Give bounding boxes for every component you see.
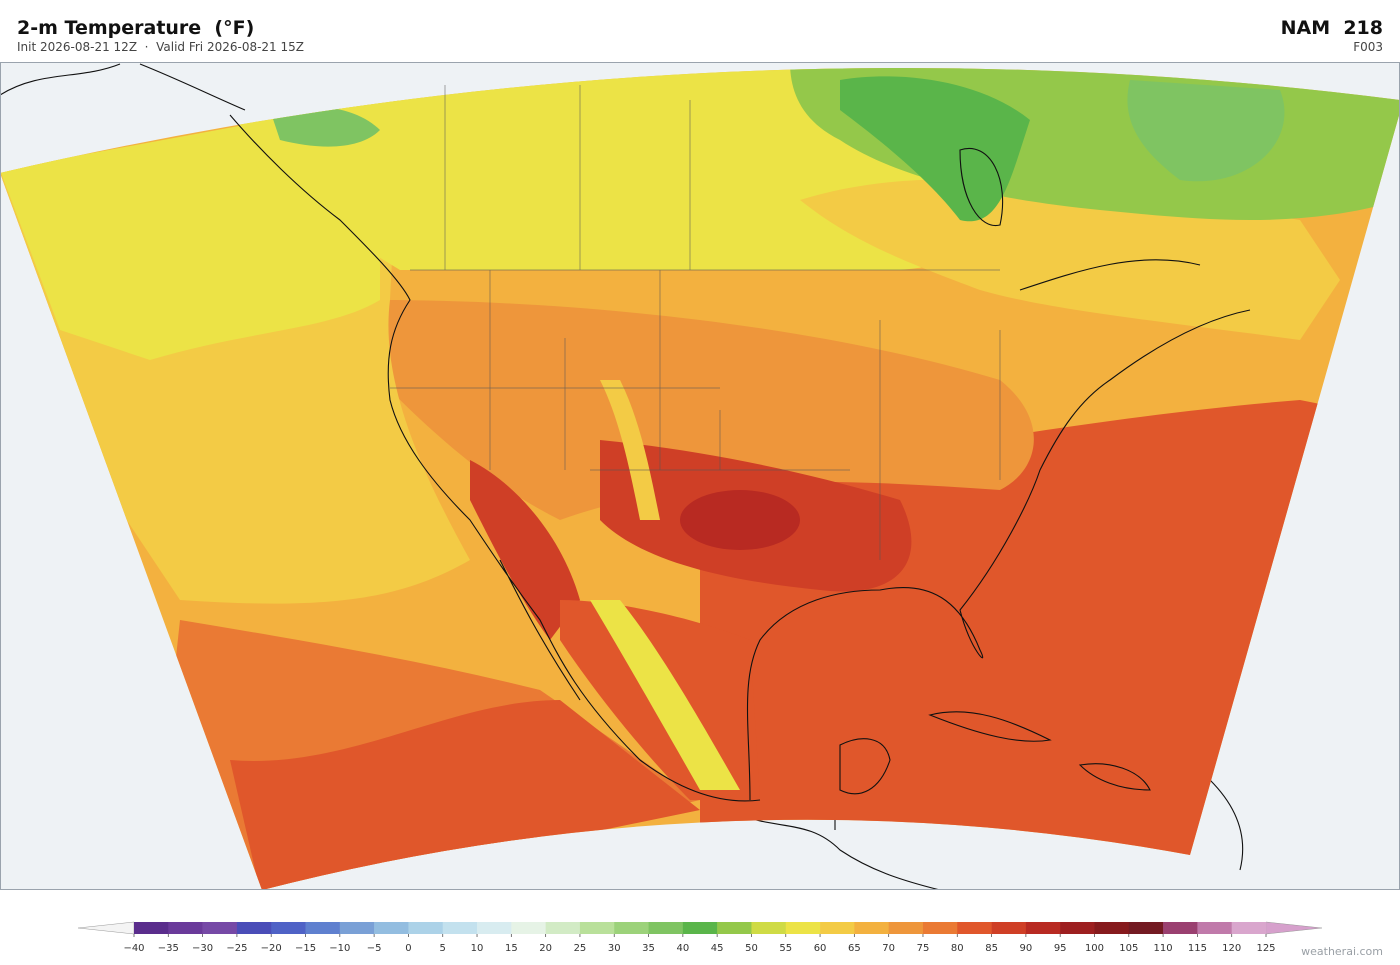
- colorbar-segment: [168, 922, 203, 934]
- colorbar-segment: [1094, 922, 1130, 934]
- colorbar-segment: [957, 922, 992, 934]
- colorbar-segment: [408, 922, 444, 934]
- colorbar-tick-label: 35: [642, 943, 655, 954]
- colorbar-tick-label: −30: [192, 943, 213, 954]
- colorbar-tick-label: −10: [329, 943, 350, 954]
- colorbar-segment: [854, 922, 889, 934]
- colorbar-tick-label: 0: [405, 943, 411, 954]
- colorbar-segment: [1163, 922, 1198, 934]
- map-subtitle: Init 2026-08-21 12Z · Valid Fri 2026-08-…: [17, 40, 304, 54]
- colorbar-segment: [820, 922, 855, 934]
- coastline: [0, 63, 1244, 890]
- colorbar-segment: [785, 922, 821, 934]
- colorbar-segment: [579, 922, 615, 934]
- colorbar-segment: [545, 922, 581, 934]
- colorbar-tick-label: 45: [711, 943, 724, 954]
- colorbar-segment: [442, 922, 478, 934]
- colorbar-tick-label: 80: [951, 943, 964, 954]
- credit: weatherai.com: [1301, 945, 1383, 958]
- colorbar-tick-label: −40: [123, 943, 144, 954]
- coastline: [229, 114, 1251, 802]
- forecast-hour: F003: [1353, 40, 1383, 54]
- model-name: NAM 218: [1281, 17, 1383, 39]
- colorbar-segment: [614, 922, 649, 934]
- colorbar-tick-label: 105: [1119, 943, 1138, 954]
- colorbar-segment: [751, 922, 787, 934]
- colorbar-segment: [236, 922, 272, 934]
- colorbar-tick-label: −25: [226, 943, 247, 954]
- map-title: 2-m Temperature (°F): [17, 17, 254, 39]
- colorbar-tick-label: 120: [1222, 943, 1241, 954]
- colorbar-tick-label: −5: [367, 943, 382, 954]
- colorbar-segment: [134, 922, 169, 934]
- colorbar-segment: [305, 922, 341, 934]
- colorbar-segment: [511, 922, 546, 934]
- coastline: [839, 147, 1151, 795]
- colorbar-tick-label: 55: [779, 943, 792, 954]
- colorbar-tick-label: 65: [848, 943, 861, 954]
- colorbar-tick-label: 70: [882, 943, 895, 954]
- colorbar-tick-label: 90: [1020, 943, 1033, 954]
- colorbar-tick-label: 60: [814, 943, 827, 954]
- colorbar-tick-label: 50: [745, 943, 758, 954]
- colorbar-tick-label: −20: [261, 943, 282, 954]
- colorbar-segment: [202, 922, 238, 934]
- colorbar-tick-label: 5: [440, 943, 446, 954]
- colorbar-tick-label: −35: [158, 943, 179, 954]
- colorbar-segment: [1231, 922, 1267, 934]
- colorbar-tick-label: 110: [1154, 943, 1173, 954]
- colorbar-tick-label: 25: [574, 943, 587, 954]
- colorbar-segment: [1060, 922, 1095, 934]
- colorbar-segment: [1197, 922, 1232, 934]
- colorbar-tick-label: 75: [917, 943, 930, 954]
- colorbar-segment: [888, 922, 924, 934]
- colorbar-segment: [339, 922, 375, 934]
- colorbar-tick-label: 115: [1188, 943, 1207, 954]
- colorbar-segment: [477, 922, 512, 934]
- colorbar-segment: [922, 922, 958, 934]
- colorbar-segment: [991, 922, 1027, 934]
- colorbar-tick-label: 30: [608, 943, 621, 954]
- colorbar: −40 −35 −30 −25 −20 −15 −10 −5 0 5 10 15 20 25 30 35 40 4…: [77, 921, 1323, 954]
- colorbar-segment: [682, 922, 718, 934]
- colorbar-tick-label: 85: [985, 943, 998, 954]
- colorbar-tick-label: 15: [505, 943, 518, 954]
- colorbar-tick-label: 10: [471, 943, 484, 954]
- colorbar-segment: [271, 922, 306, 934]
- colorbar-segment: [374, 922, 409, 934]
- colorbar-under: [77, 921, 135, 935]
- colorbar-segment: [1128, 922, 1164, 934]
- colorbar-tick-label: 40: [676, 943, 689, 954]
- colorbar-tick-label: 95: [1054, 943, 1067, 954]
- colorbar-tick-label: 100: [1085, 943, 1104, 954]
- colorbar-segment: [648, 922, 684, 934]
- colorbar-segment: [1025, 922, 1061, 934]
- colorbar-over: [1265, 921, 1323, 935]
- colorbar-tick-label: −15: [295, 943, 316, 954]
- colorbar-tick-label: 20: [539, 943, 552, 954]
- colorbar-segment: [717, 922, 752, 934]
- state-border: [390, 85, 1001, 560]
- colorbar-tick-label: 125: [1256, 943, 1275, 954]
